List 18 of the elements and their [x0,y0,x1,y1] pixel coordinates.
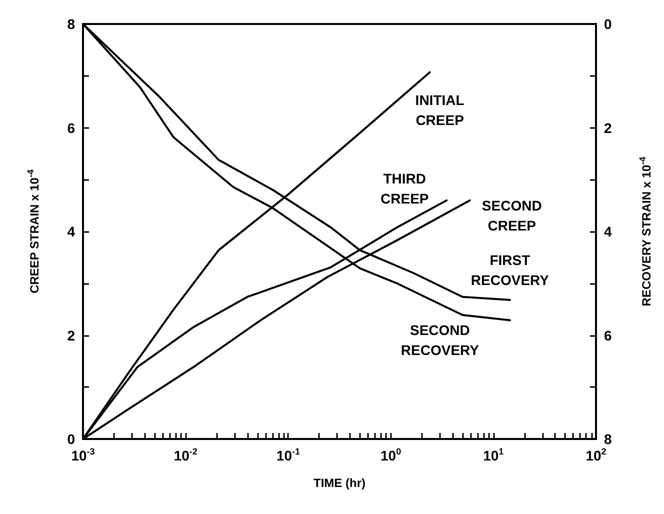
y-tick-label: 2 [67,327,76,344]
series-label: SECOND RECOVERY [400,322,480,358]
series-label: SECOND CREEP [482,197,542,234]
y2-axis-title: RECOVERY STRAIN x 10-4 [638,156,654,306]
y2-tick-label: 2 [604,120,612,136]
y-tick-label: 0 [67,431,76,447]
y-tick-label: 8 [67,16,76,32]
y-tick-label: 4 [67,224,76,240]
y2-tick-label: 4 [604,224,612,240]
series-label: INITIAL CREEP [415,92,465,128]
series-label: THIRD CREEP [380,170,429,206]
y2-tick-label: 0 [604,16,612,32]
y2-tick-label: 8 [604,431,612,447]
y-axis-title: CREEP STRAIN x 10-4 [26,169,42,294]
x-axis-title: TIME (hr) [314,476,366,490]
series-label: FIRST RECOVERY [470,252,550,288]
y2-tick-label: 6 [604,327,612,344]
y-tick-label: 6 [67,120,76,136]
